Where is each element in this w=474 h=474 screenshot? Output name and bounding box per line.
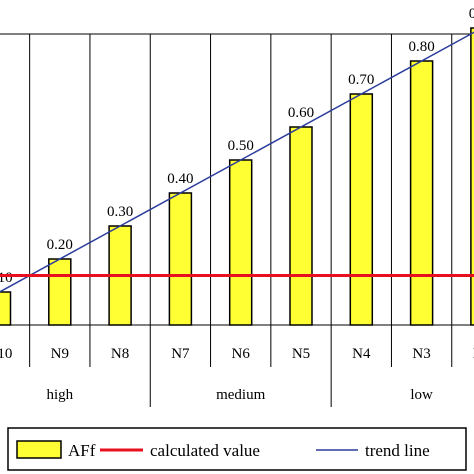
group-labels: high medium low: [46, 387, 433, 403]
data-label-n4: 0.70: [348, 72, 374, 88]
x-tick-labels: N10 N9 N8 N7 N6 N5 N4 N3 N2: [0, 346, 474, 362]
bar-n4: [349, 93, 374, 326]
bar-n2: [470, 27, 474, 326]
group-label-medium: medium: [216, 387, 265, 403]
group-label-low: low: [410, 387, 433, 403]
data-label-n10: 0.10: [0, 270, 13, 286]
bars-layer: [0, 27, 474, 326]
bar-n6: [228, 159, 253, 326]
trend-line: [0, 31, 474, 293]
legend-calc-label: calculated value: [150, 441, 260, 460]
chart-frame: [0, 33, 474, 407]
x-tick-label-n9: N9: [51, 346, 69, 362]
x-tick-label-n3: N3: [412, 346, 430, 362]
legend-trend-label: trend line: [365, 441, 430, 460]
data-label-n6: 0.50: [228, 138, 254, 154]
x-tick-label-n8: N8: [111, 346, 129, 362]
data-label-n5: 0.60: [288, 105, 314, 121]
data-label-n7: 0.40: [167, 171, 193, 187]
data-label-n8: 0.30: [107, 204, 133, 220]
x-tick-label-n5: N5: [292, 346, 310, 362]
data-label-n3: 0.80: [408, 39, 434, 55]
x-tick-label-n7: N7: [171, 346, 190, 362]
legend-box: [7, 427, 467, 471]
x-tick-label-n6: N6: [232, 346, 251, 362]
group-label-high: high: [46, 387, 73, 403]
data-label-n2: 0.90: [469, 6, 474, 22]
bar-n7: [168, 192, 193, 326]
legend: AFf calculated value trend line: [7, 427, 467, 471]
legend-aff-swatch: [16, 440, 62, 459]
data-label-n9: 0.20: [47, 237, 73, 253]
x-tick-label-n2: N2: [473, 346, 474, 362]
lines-layer: [0, 31, 474, 293]
bar-n10: [0, 291, 12, 326]
bar-n5: [289, 126, 313, 326]
legend-aff-label: AFf: [68, 441, 96, 460]
data-labels: 0.10 0.20 0.30 0.40 0.50 0.60 0.70 0.80 0.90: [0, 6, 474, 286]
bar-n9: [48, 258, 72, 326]
x-tick-label-n10: N10: [0, 346, 12, 362]
x-tick-label-n4: N4: [352, 346, 371, 362]
bar-n3: [409, 60, 434, 326]
